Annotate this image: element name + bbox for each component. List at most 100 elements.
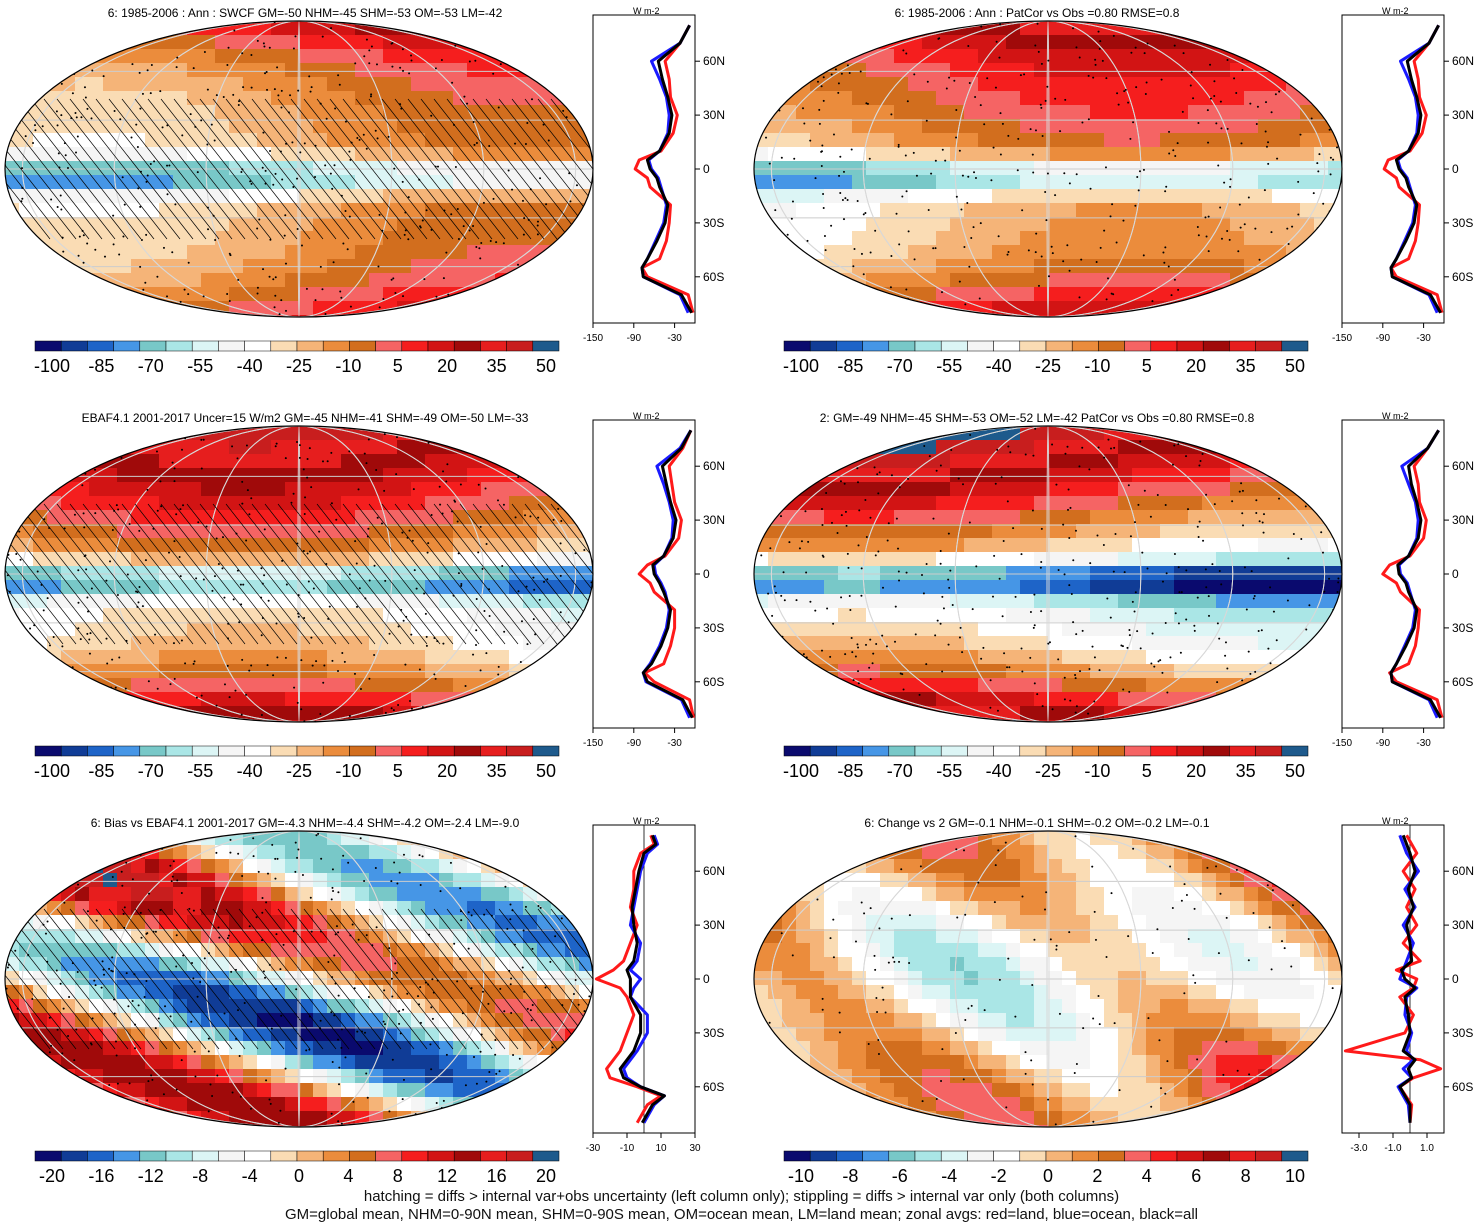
colorbar-tick: 20: [536, 1166, 556, 1186]
colorbar-tick: -55: [187, 761, 213, 781]
colorbar-tick: -100: [34, 356, 70, 376]
colorbar-tick: -85: [837, 761, 863, 781]
colorbar-tick: -10: [335, 356, 361, 376]
zonal-x-tick: -1.0: [1384, 1143, 1402, 1154]
zonal-x-tick: -150: [583, 738, 603, 749]
colorbar-tick: 8: [393, 1166, 403, 1186]
colorbar-tick: 20: [1186, 356, 1206, 376]
colorbar-tick: 5: [393, 761, 403, 781]
panel-title: 6: 1985-2006 : Ann : SWCF GM=-50 NHM=-45…: [108, 6, 503, 20]
colorbar-tick: -40: [986, 356, 1012, 376]
colorbar-tick: 50: [1285, 761, 1305, 781]
zonal-lat-tick: 0: [703, 567, 710, 581]
zonal-lat-tick: 30S: [1452, 216, 1473, 230]
zonal-line-all: [620, 835, 664, 1122]
colorbar-tick: -10: [1084, 761, 1110, 781]
colorbar-tick: 50: [536, 761, 556, 781]
zonal-lat-tick: 30N: [703, 918, 725, 932]
colorbar-tick: -40: [237, 356, 263, 376]
colorbar-tick: -25: [1035, 761, 1061, 781]
panel-title: 6: Bias vs EBAF4.1 2001-2017 GM=-4.3 NHM…: [91, 816, 520, 830]
colorbar-tick: -10: [335, 761, 361, 781]
colorbar-tick: -70: [887, 356, 913, 376]
panel-2: 6: 1985-2006 : Ann : PatCor vs Obs =0.80…: [753, 6, 1474, 376]
colorbar-tick: 8: [1241, 1166, 1251, 1186]
colorbar-tick: -70: [138, 761, 164, 781]
panel-title: 6: 1985-2006 : Ann : PatCor vs Obs =0.80…: [895, 6, 1180, 20]
zonal-lat-tick: 60S: [1452, 270, 1473, 284]
map-field: [0, 20, 882, 329]
colorbar-tick: -55: [936, 356, 962, 376]
zonal-lat-tick: 30N: [1452, 918, 1474, 932]
zonal-x-tick: -30: [667, 738, 682, 749]
colorbar-tick: -10: [1084, 356, 1110, 376]
zonal-x-tick: 10: [655, 1143, 667, 1154]
zonal-x-tick: -90: [627, 738, 642, 749]
colorbar-tick: 50: [1285, 356, 1305, 376]
colorbar-tick: 35: [487, 356, 507, 376]
map-field: [0, 425, 882, 734]
zonal-lat-tick: 30S: [703, 216, 724, 230]
panel-title: EBAF4.1 2001-2017 Uncer=15 W/m2 GM=-45 N…: [82, 411, 529, 425]
zonal-lat-tick: 30N: [703, 108, 725, 122]
colorbar-tick: -2: [991, 1166, 1007, 1186]
colorbar-tick: -4: [242, 1166, 258, 1186]
zonal-unit: W m-2: [633, 411, 660, 421]
zonal-x-tick: -150: [583, 333, 603, 344]
footnote-legend: GM=global mean, NHM=0-90N mean, SHM=0-90…: [0, 1206, 1483, 1223]
panel-title: 2: GM=-49 NHM=-45 SHM=-53 OM=-52 LM=-42 …: [820, 411, 1255, 425]
panel-5: 6: Bias vs EBAF4.1 2001-2017 GM=-4.3 NHM…: [0, 816, 882, 1186]
zonal-lat-tick: 0: [703, 972, 710, 986]
colorbar-tick: -55: [187, 356, 213, 376]
footnote-hatching: hatching = diffs > internal var+obs unce…: [0, 1188, 1483, 1205]
zonal-x-tick: -30: [667, 333, 682, 344]
zonal-line-land: [635, 25, 693, 312]
zonal-lat-tick: 30S: [703, 621, 724, 635]
zonal-x-tick: -150: [1332, 738, 1352, 749]
zonal-x-tick: -3.0: [1350, 1143, 1368, 1154]
zonal-x-tick: -10: [620, 1143, 635, 1154]
zonal-lat-tick: 60N: [1452, 864, 1474, 878]
zonal-lat-tick: 30S: [1452, 1026, 1473, 1040]
map-field: [754, 831, 1343, 1140]
zonal-line-land: [1345, 835, 1440, 1122]
colorbar-tick: -70: [138, 356, 164, 376]
colorbar-tick: -25: [286, 356, 312, 376]
colorbar-tick: -16: [88, 1166, 114, 1186]
colorbar-tick: 16: [487, 1166, 507, 1186]
colorbar-tick: -70: [887, 761, 913, 781]
colorbar-tick: -85: [88, 761, 114, 781]
zonal-lat-tick: 0: [1452, 162, 1459, 176]
colorbar-tick: -4: [941, 1166, 957, 1186]
colorbar-tick: 5: [1142, 761, 1152, 781]
zonal-x-tick: 1.0: [1420, 1143, 1434, 1154]
colorbar-tick: 20: [1186, 761, 1206, 781]
zonal-unit: W m-2: [633, 816, 660, 826]
zonal-lat-tick: 30N: [703, 513, 725, 527]
colorbar-tick: 0: [294, 1166, 304, 1186]
zonal-lat-tick: 30N: [1452, 513, 1474, 527]
zonal-line-land: [639, 430, 693, 717]
colorbar-tick: -25: [286, 761, 312, 781]
zonal-lat-tick: 60N: [703, 459, 725, 473]
colorbar-tick: 10: [1285, 1166, 1305, 1186]
colorbar-tick: -10: [788, 1166, 814, 1186]
zonal-lat-tick: 60N: [703, 54, 725, 68]
zonal-unit: W m-2: [1382, 411, 1409, 421]
map-field: [753, 20, 1342, 329]
colorbar-tick: 35: [487, 761, 507, 781]
zonal-x-tick: -30: [1416, 738, 1431, 749]
colorbar-tick: -85: [837, 356, 863, 376]
map-field: [754, 425, 1343, 734]
colorbar-tick: 5: [393, 356, 403, 376]
zonal-line-ocean: [643, 430, 691, 717]
